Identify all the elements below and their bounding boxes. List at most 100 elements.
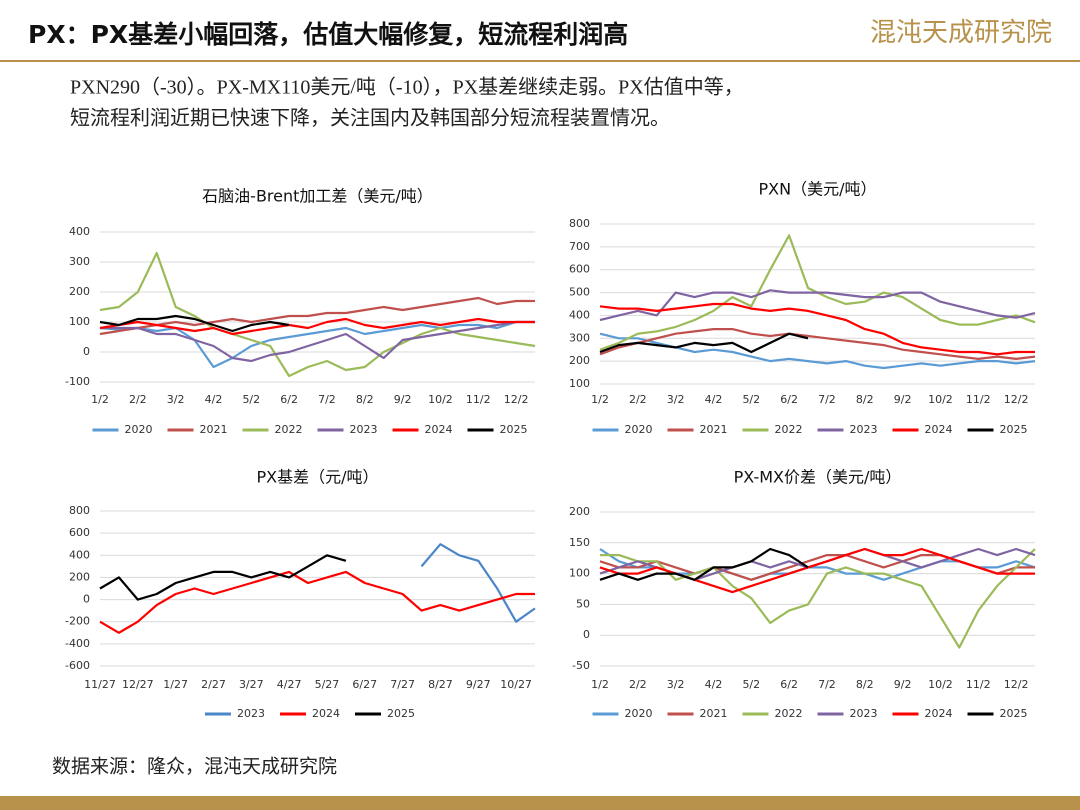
series-line: [599, 302, 1035, 356]
legend-label: 2025: [387, 707, 415, 720]
x-tick-label: 7/2: [818, 393, 836, 406]
x-tick-label: 7/27: [390, 678, 415, 691]
x-tick-label: 9/2: [894, 678, 912, 691]
y-tick-label: 800: [569, 217, 590, 230]
chart-title: PXN（美元/吨）: [759, 180, 877, 199]
legend-label: 2023: [237, 707, 265, 720]
series-line: [599, 332, 1036, 370]
x-tick-label: 1/2: [591, 678, 609, 691]
x-tick-label: 1/2: [591, 393, 609, 406]
x-tick-label: 6/2: [780, 678, 798, 691]
series-line: [99, 296, 535, 336]
summary-line: PXN290（-30）。PX-MX110美元/吨（-10），PX基差继续走弱。P…: [70, 76, 744, 99]
series-line: [420, 543, 536, 623]
x-tick-label: 12/2: [1004, 678, 1029, 691]
legend-label: 2024: [312, 707, 340, 720]
chart-title: PX基差（元/吨）: [256, 468, 378, 487]
x-tick-label: 6/27: [352, 678, 377, 691]
x-tick-label: 2/27: [201, 678, 226, 691]
y-tick-label: -200: [65, 615, 90, 628]
x-tick-label: 1/2: [91, 393, 109, 406]
x-tick-label: 9/2: [394, 393, 412, 406]
x-tick-label: 11/2: [966, 678, 991, 691]
chart-title: 石脑油-Brent加工差（美元/吨）: [202, 187, 433, 206]
legend-label: 2022: [775, 423, 803, 436]
y-tick-label: 50: [576, 597, 590, 610]
legend-label: 2021: [200, 423, 228, 436]
legend-label: 2020: [625, 707, 653, 720]
legend-label: 2024: [425, 423, 453, 436]
series-line: [599, 328, 1036, 360]
x-tick-label: 8/2: [856, 393, 874, 406]
x-tick-label: 7/2: [318, 393, 336, 406]
legend-label: 2021: [700, 423, 728, 436]
legend-label: 2024: [925, 423, 953, 436]
x-tick-label: 2/2: [629, 393, 647, 406]
logo: 混沌天成研究院: [870, 18, 1052, 48]
legend-label: 2023: [350, 423, 378, 436]
x-tick-label: 5/2: [742, 678, 760, 691]
legend-label: 2021: [700, 707, 728, 720]
x-tick-label: 3/2: [667, 393, 685, 406]
x-tick-label: 4/27: [277, 678, 302, 691]
legend-label: 2025: [1000, 707, 1028, 720]
y-tick-label: 600: [569, 263, 590, 276]
series-line: [599, 547, 809, 581]
x-tick-label: 7/2: [818, 678, 836, 691]
series-line: [99, 570, 535, 634]
x-tick-label: 12/27: [122, 678, 154, 691]
x-tick-label: 11/27: [84, 678, 116, 691]
legend-label: 2023: [850, 423, 878, 436]
x-tick-label: 12/2: [1004, 393, 1029, 406]
x-tick-label: 5/2: [242, 393, 260, 406]
legend-label: 2025: [1000, 423, 1028, 436]
x-tick-label: 1/27: [163, 678, 188, 691]
legend-label: 2024: [925, 707, 953, 720]
x-tick-label: 4/2: [205, 393, 223, 406]
x-tick-label: 3/27: [239, 678, 264, 691]
chart-title: PX-MX价差（美元/吨）: [734, 468, 902, 487]
x-tick-label: 6/2: [280, 393, 298, 406]
legend-label: 2023: [850, 707, 878, 720]
y-tick-label: 800: [69, 504, 90, 517]
y-tick-label: 100: [69, 315, 90, 328]
x-tick-label: 10/2: [428, 393, 453, 406]
y-tick-label: 0: [583, 628, 590, 641]
y-tick-label: 400: [569, 308, 590, 321]
y-tick-label: 300: [69, 255, 90, 268]
source: 数据来源：隆众，混沌天成研究院: [52, 755, 337, 777]
legend-label: 2020: [625, 423, 653, 436]
y-tick-label: -100: [65, 375, 90, 388]
y-tick-label: 200: [69, 285, 90, 298]
footer-band: [0, 796, 1080, 810]
x-tick-label: 2/2: [129, 393, 147, 406]
y-tick-label: 600: [69, 526, 90, 539]
summary-line: 短流程利润近期已快速下降，关注国内及韩国部分短流程装置情况。: [70, 107, 670, 130]
y-tick-label: 300: [569, 331, 590, 344]
y-tick-label: -400: [65, 637, 90, 650]
y-tick-label: 400: [69, 548, 90, 561]
x-tick-label: 4/2: [705, 678, 723, 691]
series-line: [99, 317, 535, 336]
y-tick-label: 400: [69, 225, 90, 238]
x-tick-label: 3/2: [167, 393, 185, 406]
legend-label: 2022: [275, 423, 303, 436]
series-line: [99, 554, 347, 601]
y-tick-label: 200: [569, 505, 590, 518]
x-tick-label: 10/27: [500, 678, 532, 691]
x-tick-label: 12/2: [504, 393, 529, 406]
x-tick-label: 8/2: [356, 393, 374, 406]
x-tick-label: 11/2: [466, 393, 491, 406]
legend-label: 2022: [775, 707, 803, 720]
series-line: [99, 314, 290, 333]
x-tick-label: 3/2: [667, 678, 685, 691]
series-line: [600, 548, 1036, 649]
y-tick-label: -600: [65, 659, 90, 672]
y-tick-label: 200: [569, 354, 590, 367]
y-tick-label: 100: [569, 377, 590, 390]
header-rule: [0, 60, 1080, 62]
x-tick-label: 8/2: [856, 678, 874, 691]
y-tick-label: 0: [83, 593, 90, 606]
series-line: [599, 289, 1036, 322]
